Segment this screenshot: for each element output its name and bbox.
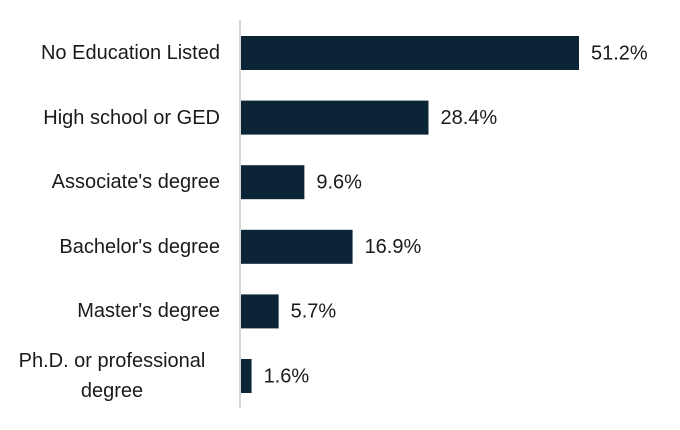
bar xyxy=(241,100,429,135)
category-label-box: Bachelor's degree xyxy=(4,232,220,262)
category-label: Bachelor's degree xyxy=(59,235,220,258)
bar xyxy=(241,229,353,264)
category-label: High school or GED xyxy=(43,106,220,129)
bar xyxy=(241,36,579,70)
bar xyxy=(241,294,279,329)
value-label: 51.2% xyxy=(591,42,648,64)
bar xyxy=(241,165,305,200)
value-label: 1.6% xyxy=(264,365,310,387)
value-label: 28.4% xyxy=(440,107,497,129)
bar xyxy=(241,359,252,393)
category-label: Master's degree xyxy=(77,300,220,323)
category-label: No Education Listed xyxy=(40,42,220,64)
value-label: 9.6% xyxy=(316,171,362,193)
category-label-box: Associate's degree xyxy=(4,167,220,197)
value-label: 16.9% xyxy=(365,236,422,258)
value-label: 5.7% xyxy=(291,301,337,323)
category-label: Associate's degree xyxy=(51,171,220,194)
category-label-box: No Education Listed xyxy=(4,38,220,68)
category-label-box: High school or GED xyxy=(4,103,220,133)
category-label: Ph.D. or professional degree xyxy=(18,350,206,402)
category-label-box: Ph.D. or professional degree xyxy=(4,346,220,406)
category-label-box: Master's degree xyxy=(4,296,220,326)
